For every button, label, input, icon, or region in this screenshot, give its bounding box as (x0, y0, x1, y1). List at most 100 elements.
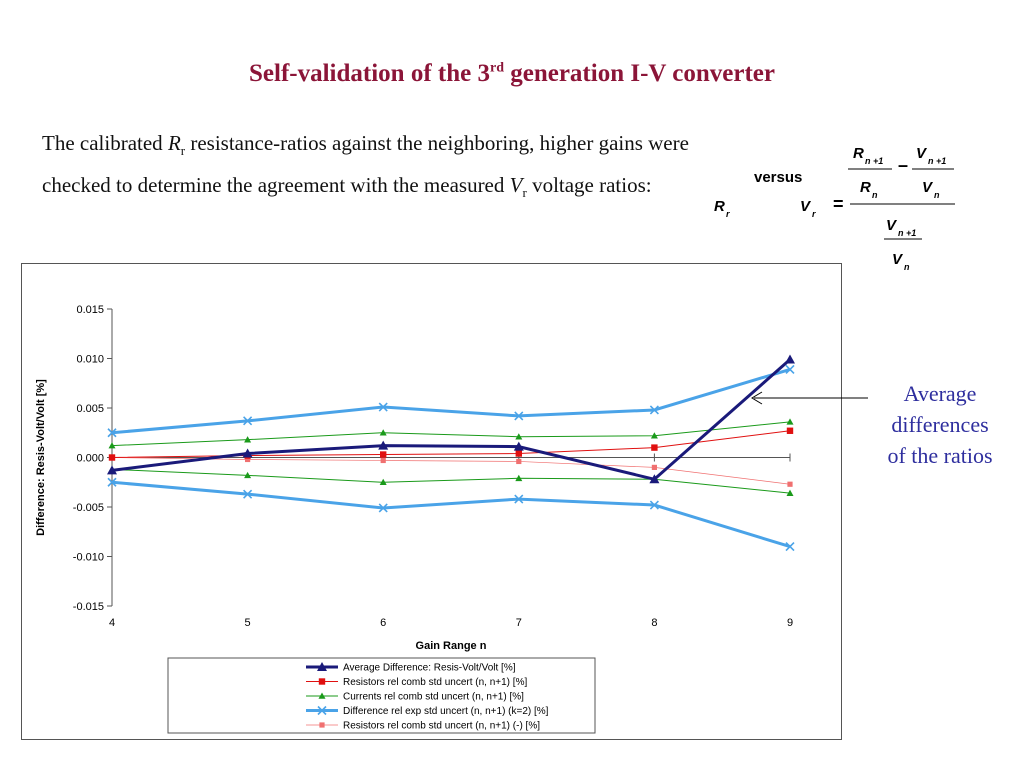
series-line-3 (111, 367, 791, 435)
series-5-point (786, 489, 794, 496)
intro-part-1: The calibrated (42, 131, 168, 155)
y-tick-label: 0.010 (76, 354, 104, 366)
formula-vn: V (922, 179, 934, 196)
series-3-point (514, 411, 524, 421)
series-line-0 (111, 358, 791, 481)
formula-vn1-sub: n +1 (928, 156, 946, 166)
series-5-point (515, 474, 523, 482)
intro-part-2: resistance-ratios against the neighborin… (42, 131, 689, 198)
series-4-point (516, 458, 522, 465)
series-1-point (786, 427, 794, 434)
x-axis-label: Gain Range n (416, 640, 487, 652)
series-3-point (107, 428, 117, 438)
series-0-point (785, 354, 795, 364)
intro-r-subscript: r (180, 143, 186, 159)
series-4-point (380, 457, 386, 464)
series-1-point (380, 451, 387, 458)
chart-container: 0.015 0.010 0.005 0.000 -0.005 -0.010 -0.015 4 5… (21, 263, 842, 740)
y-tick-label: -0.005 (73, 502, 104, 514)
annotation-text: Average differences of the ratios (870, 378, 1010, 471)
annotation-line-3: of the ratios (887, 443, 993, 468)
series-0-point (649, 474, 660, 484)
series-3-point (243, 416, 253, 426)
series-1-point (108, 454, 116, 461)
series-4-point (787, 481, 793, 487)
series-0-point (378, 440, 389, 450)
y-axis-label: Difference: Resis-Volt/Volt [%] (35, 379, 47, 536)
legend-label: Resistors rel comb std uncert (n, n+1) [… (343, 677, 527, 688)
annotation-line-1: Average (903, 381, 977, 406)
series-4-point (651, 464, 657, 470)
intro-v-subscript: r (522, 185, 527, 201)
legend-label: Resistors rel comb std uncert (n, n+1) (… (343, 721, 540, 732)
x-tick-label: 6 (380, 617, 386, 629)
legend-swatch-marker (318, 678, 326, 685)
annotation-arrow (751, 391, 868, 405)
formula-den-vn-sub: n (904, 262, 910, 272)
line-chart: 0.015 0.010 0.005 0.000 -0.005 -0.010 -0.015 4 5… (35, 304, 795, 734)
x-tick-label: 5 (245, 617, 251, 629)
formula-rr: R (714, 198, 725, 215)
series-2-point (515, 433, 523, 440)
formula-rn: R (860, 179, 871, 196)
formula-rn1: R (853, 145, 864, 162)
series-line-6 (111, 480, 791, 549)
formula-rn-sub: n (872, 190, 878, 200)
series-line-4 (111, 457, 791, 485)
formula-rr-sub: r (726, 209, 730, 219)
x-tick-label: 7 (516, 617, 522, 629)
formula-rn1-sub: n +1 (865, 156, 883, 166)
series-6-point (514, 494, 524, 504)
legend-swatch-marker (317, 662, 327, 671)
annotation-line-2: differences (891, 412, 989, 437)
series-6-point (785, 542, 795, 552)
y-tick-label: 0.015 (76, 304, 104, 316)
legend-swatch-marker (317, 705, 327, 716)
intro-text: The calibrated Rr resistance-ratios agai… (42, 126, 742, 210)
series-0-point (513, 441, 524, 451)
legend-label: Difference rel exp std uncert (n, n+1) (… (343, 706, 549, 717)
page-title: Self-validation of the 3rd generation I-… (0, 60, 1024, 88)
y-tick-label: -0.015 (73, 601, 104, 613)
formula-versus: versus (754, 169, 802, 186)
series-3-point (378, 402, 388, 412)
formula-den-vn: V (892, 251, 904, 268)
y-tick-label: 0.005 (76, 403, 104, 415)
legend-box (167, 657, 596, 734)
intro-r-symbol: R (167, 131, 181, 155)
ratio-formula: versus R r V r = R n +1 V n +1 – R n V n… (714, 145, 955, 272)
series-0-point (107, 465, 117, 475)
x-tick-label: 4 (109, 617, 115, 629)
legend-label: Currents rel comb std uncert (n, n+1) [%… (343, 692, 524, 703)
series-2-point (650, 432, 658, 439)
series-2-point (108, 442, 116, 449)
series-6-point (243, 489, 253, 499)
x-tick-label: 9 (787, 617, 793, 629)
series-2-point (379, 429, 387, 436)
formula-den-vn1: V (886, 217, 898, 234)
formula-minus: – (898, 155, 908, 175)
series-3-point (785, 364, 795, 374)
x-tick-label: 8 (651, 617, 657, 629)
series-4-point (245, 456, 251, 463)
y-tick-label: 0.000 (76, 453, 104, 465)
formula-vr: V (800, 198, 812, 215)
series-3-point (649, 405, 659, 415)
title-superscript: rd (489, 60, 504, 76)
formula-equals: = (833, 194, 844, 214)
legend-label: Average Difference: Resis-Volt/Volt [%] (343, 663, 516, 674)
title-prefix: Self-validation of the 3 (249, 60, 490, 87)
series-line-5 (111, 468, 791, 494)
series-5-point (379, 478, 387, 486)
legend-swatch-marker (318, 692, 326, 699)
formula-vn-sub: n (934, 190, 940, 200)
series-1-point (651, 444, 658, 451)
series-6-point (107, 477, 117, 487)
series-2-point (244, 436, 252, 443)
series-5-point (244, 471, 252, 479)
series-0-point (242, 448, 253, 458)
intro-part-3: voltage ratios: (526, 173, 652, 198)
formula-den-vn1-sub: n +1 (898, 228, 916, 238)
series-6-point (649, 500, 659, 510)
legend-swatch-marker (319, 722, 325, 728)
